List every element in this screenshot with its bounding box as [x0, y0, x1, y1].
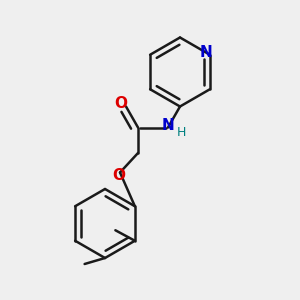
- Text: O: O: [114, 96, 127, 111]
- Text: N: N: [200, 45, 213, 60]
- Text: N: N: [162, 118, 174, 134]
- Text: O: O: [112, 168, 125, 183]
- Text: H: H: [177, 125, 186, 139]
